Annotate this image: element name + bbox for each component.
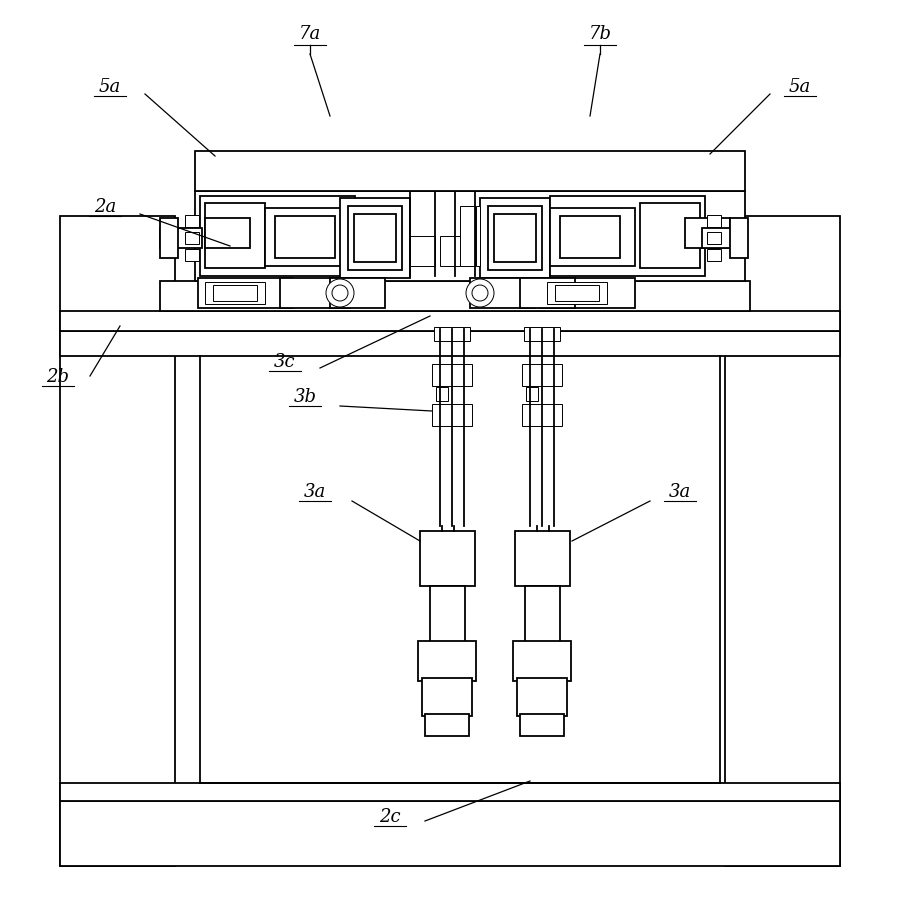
Circle shape (331, 285, 348, 301)
Bar (60, 331, 839, 356)
Bar (185, 249, 199, 261)
Bar (205, 282, 265, 304)
Bar (275, 216, 335, 258)
Circle shape (465, 279, 493, 307)
Bar (60, 216, 175, 866)
Text: 2b: 2b (46, 368, 70, 386)
Bar (435, 387, 448, 401)
Bar (549, 196, 704, 276)
Bar (493, 214, 535, 262)
Bar (517, 678, 566, 716)
Bar (546, 282, 606, 304)
Bar (205, 218, 250, 248)
Bar (160, 228, 201, 248)
Text: 2c: 2c (378, 808, 400, 826)
Bar (160, 281, 749, 311)
Bar (340, 198, 410, 278)
Bar (525, 586, 559, 646)
Bar (519, 278, 574, 308)
Bar (417, 641, 476, 681)
Bar (521, 404, 562, 426)
Circle shape (471, 285, 488, 301)
Bar (433, 327, 470, 341)
Bar (519, 714, 563, 736)
Bar (684, 218, 730, 248)
Bar (348, 206, 402, 270)
Circle shape (326, 279, 354, 307)
Bar (430, 586, 464, 646)
Bar (410, 236, 434, 266)
Bar (205, 203, 265, 268)
Bar (526, 387, 537, 401)
Bar (549, 208, 634, 266)
Bar (488, 206, 542, 270)
Bar (702, 228, 731, 248)
Text: 5a: 5a (788, 78, 810, 96)
Text: 2a: 2a (94, 198, 116, 216)
Bar (60, 311, 839, 331)
Bar (354, 214, 396, 262)
Bar (198, 278, 293, 308)
Bar (479, 198, 549, 278)
Bar (706, 232, 721, 244)
Bar (524, 327, 559, 341)
Text: 7a: 7a (299, 25, 321, 43)
Bar (521, 364, 562, 386)
Bar (195, 151, 744, 191)
Bar (185, 215, 199, 227)
Bar (420, 531, 474, 586)
Bar (60, 783, 839, 801)
Text: 3b: 3b (293, 388, 316, 406)
Text: 3a: 3a (668, 483, 691, 501)
Bar (213, 285, 256, 301)
Bar (422, 678, 471, 716)
Bar (432, 404, 471, 426)
Bar (200, 196, 355, 276)
Bar (330, 278, 385, 308)
Bar (554, 285, 599, 301)
Bar (280, 278, 349, 308)
Text: 3c: 3c (274, 353, 295, 371)
Text: 5a: 5a (98, 78, 121, 96)
Bar (539, 278, 634, 308)
Bar (424, 714, 469, 736)
Bar (432, 364, 471, 386)
Bar (706, 215, 721, 227)
Bar (512, 641, 571, 681)
Bar (730, 218, 747, 258)
Bar (440, 236, 464, 266)
Bar (476, 206, 479, 266)
Bar (460, 206, 474, 266)
Bar (265, 208, 349, 266)
Bar (559, 216, 619, 258)
Bar (515, 531, 570, 586)
Text: 3a: 3a (303, 483, 326, 501)
Bar (195, 191, 744, 281)
Text: 7b: 7b (588, 25, 610, 43)
Bar (470, 278, 535, 308)
Bar (160, 218, 178, 258)
Bar (639, 203, 699, 268)
Bar (60, 801, 839, 866)
Bar (724, 216, 839, 866)
Bar (706, 249, 721, 261)
Bar (185, 232, 199, 244)
